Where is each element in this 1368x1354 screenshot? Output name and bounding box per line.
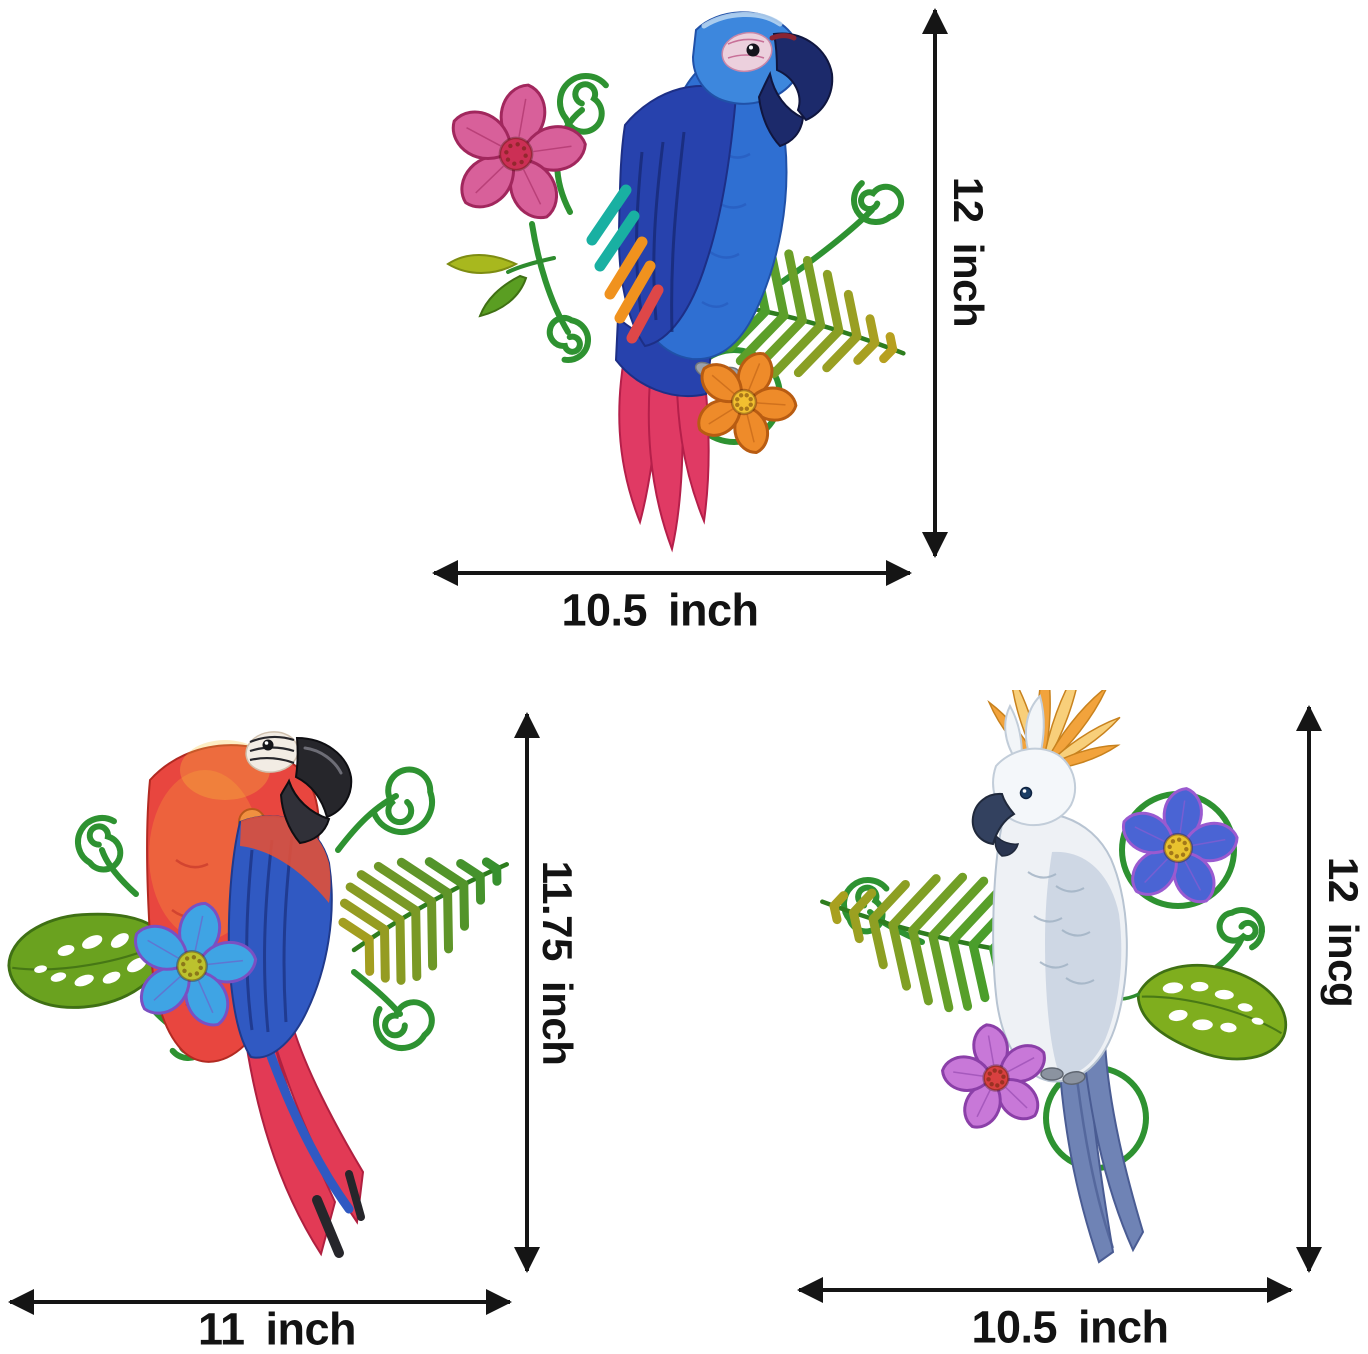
face-stripe [727,38,765,45]
feather-detail [1055,885,1085,893]
crest-front-white [1004,703,1024,762]
cockatoo-width-label: 10.5 inch [971,1301,1169,1353]
tail-detail [1073,1061,1115,1249]
face-stripe [249,735,295,744]
blue-parrot-height-label: 12 inch [945,176,992,328]
beak-upper [772,32,834,122]
feather-detail [1065,977,1095,985]
foot [1062,1071,1086,1085]
accent-feather-orange [604,236,648,300]
feather-detail [1027,871,1057,879]
cockatoo-width-arrow [799,1288,1291,1292]
beak-lower [279,778,331,845]
red-parrot-front-flower [134,901,258,1027]
blue-parrot-width-arrow [434,571,910,575]
eye [262,739,274,751]
cockatoo-illustration [971,690,1145,1264]
face-stripe [727,54,765,59]
blue-parrot-front-flower [697,352,798,454]
cockatoo-height-arrow [1307,707,1311,1271]
crest-front-white [1024,694,1045,757]
beak-upper [971,792,1016,846]
face-stripe [249,756,295,765]
eye [746,43,760,57]
feather-detail [1033,915,1063,923]
red-parrot-height-arrow [525,714,529,1271]
eye-glint [1022,789,1027,793]
feather-detail [670,131,686,333]
wing-shade [1045,851,1122,1075]
accent-feather-teal [586,184,632,246]
feather-detail [1061,929,1091,937]
product-photo-blue-parrot [420,0,920,565]
tail-feather [1081,1042,1145,1253]
beak-lower [994,834,1020,857]
red-parrot-height-label: 11.75 inch [534,860,581,1066]
blue-parrot-illustration [586,11,834,553]
tail-blue-streak [258,1029,354,1214]
red-parrot-foliage [7,766,509,1061]
feather-detail [709,250,740,259]
red-parrot-width-arrow [10,1300,510,1304]
tail-dark-tip [345,1170,365,1221]
accent-feather-orange [614,260,656,324]
blue-parrot-width-label: 10.5 inch [561,584,759,636]
tail-feather [269,1025,365,1225]
accent-feather-red [626,284,664,344]
beak-highlight [303,746,343,775]
feather-detail [245,849,254,1031]
feather-detail [701,300,729,308]
cockatoo-height-label: 12 incg [1320,856,1367,1008]
blue-parrot-height-arrow [933,10,937,556]
eye-glint [749,45,753,50]
feather-detail [1039,961,1069,969]
beak-lower [757,70,805,148]
accent-feather-teal [594,210,640,272]
crown-highlight [701,12,783,29]
product-photo-red-parrot [0,700,520,1300]
blue-parrot-foliage [446,73,906,445]
eye-glint [264,741,269,745]
red-parrot-width-label: 11 inch [197,1303,357,1354]
foot [1040,1067,1064,1081]
tail-dark-tip [312,1195,344,1258]
beak-upper [294,736,353,819]
feather-detail [263,839,274,1033]
feather-detail [175,858,209,869]
cockatoo-front-flowers [941,787,1239,1129]
beak-stripe [769,33,797,41]
product-photo-white-cockatoo [790,690,1290,1290]
eye [1019,786,1033,800]
